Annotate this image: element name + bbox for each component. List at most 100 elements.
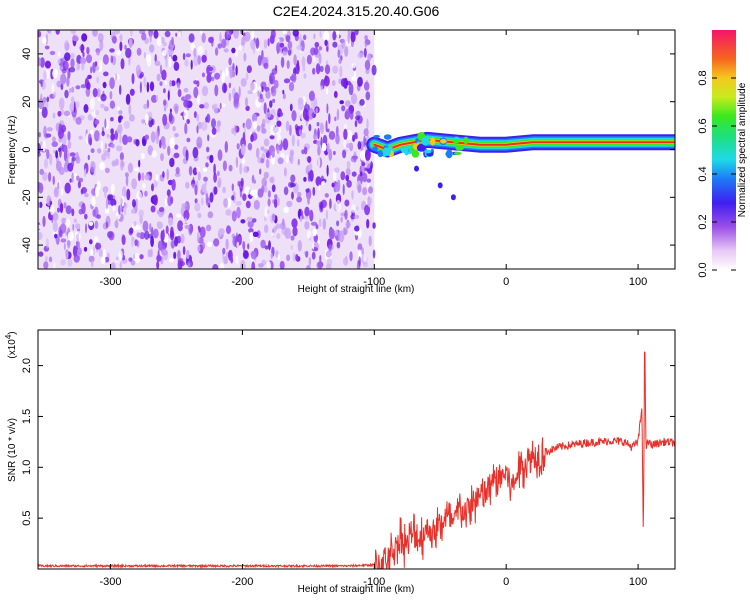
noise-speckle xyxy=(185,94,192,100)
noise-speckle xyxy=(114,130,119,141)
noise-speckle xyxy=(295,254,299,262)
noise-speckle xyxy=(197,55,201,65)
noise-speckle xyxy=(159,81,163,86)
noise-speckle xyxy=(72,223,75,231)
noise-speckle xyxy=(364,35,368,41)
noise-speckle xyxy=(104,207,110,214)
noise-speckle xyxy=(94,119,100,125)
noise-speckle xyxy=(351,204,356,213)
noise-speckle xyxy=(203,102,209,109)
noise-speckle xyxy=(233,92,240,105)
noise-speckle xyxy=(166,168,169,180)
noise-speckle xyxy=(121,206,124,213)
svg-text:(x104): (x104) xyxy=(4,331,18,358)
noise-speckle xyxy=(323,30,330,42)
noise-speckle xyxy=(136,190,142,201)
noise-speckle xyxy=(218,228,225,235)
noise-speckle xyxy=(164,197,167,208)
noise-speckle xyxy=(81,202,86,215)
noise-speckle xyxy=(264,224,269,233)
noise-speckle xyxy=(86,46,90,55)
noise-speckle xyxy=(228,57,232,66)
noise-speckle xyxy=(164,30,171,38)
noise-speckle xyxy=(105,167,110,174)
y-tick-label: -20 xyxy=(21,189,33,205)
noise-speckle xyxy=(285,35,291,43)
noise-speckle xyxy=(344,209,348,220)
noise-speckle xyxy=(106,133,110,139)
noise-speckle xyxy=(128,103,132,116)
noise-speckle xyxy=(104,256,110,263)
noise-speckle xyxy=(125,47,132,59)
noise-speckle xyxy=(306,264,311,269)
noise-speckle xyxy=(104,118,107,129)
spectrogram-y-ticks: -40 -20 0 20 40 xyxy=(21,48,675,253)
signal-blob xyxy=(383,134,392,140)
noise-speckle xyxy=(75,117,82,125)
noise-speckle xyxy=(291,218,298,229)
noise-speckle xyxy=(88,255,95,263)
signal-blob xyxy=(440,139,447,144)
noise-speckle xyxy=(125,174,129,187)
noise-speckle xyxy=(282,30,288,35)
noise-speckle xyxy=(267,38,270,47)
noise-speckle xyxy=(253,179,257,184)
noise-speckle xyxy=(312,242,315,250)
noise-speckle xyxy=(351,155,358,160)
y-tick-label: 20 xyxy=(21,96,33,108)
noise-speckle xyxy=(325,120,328,133)
noise-speckle xyxy=(163,99,167,106)
noise-speckle xyxy=(90,66,93,74)
noise-speckle xyxy=(277,157,284,165)
noise-speckle xyxy=(194,202,201,212)
noise-speckle xyxy=(250,134,254,143)
noise-speckle xyxy=(301,215,304,220)
noise-speckle xyxy=(71,157,75,168)
noise-speckle xyxy=(92,246,96,256)
noise-speckle xyxy=(110,143,115,149)
noise-speckle xyxy=(71,86,75,93)
noise-speckle xyxy=(129,114,135,122)
noise-speckle xyxy=(146,81,150,93)
noise-speckle xyxy=(84,168,87,177)
noise-speckle xyxy=(57,147,62,152)
noise-speckle xyxy=(71,208,75,217)
noise-speckle xyxy=(135,198,138,208)
noise-speckle xyxy=(87,133,92,145)
noise-speckle xyxy=(238,86,241,98)
noise-speckle xyxy=(245,118,252,130)
noise-speckle xyxy=(38,182,44,194)
noise-speckle xyxy=(199,30,203,36)
noise-speckle xyxy=(356,206,359,211)
noise-speckle xyxy=(38,57,42,67)
noise-speckle xyxy=(212,263,219,269)
noise-speckle xyxy=(168,56,172,68)
noise-speckle xyxy=(86,81,91,90)
noise-speckle xyxy=(175,32,178,37)
noise-speckle xyxy=(225,238,229,250)
noise-speckle xyxy=(366,178,371,183)
noise-speckle xyxy=(110,133,116,141)
noise-speckle xyxy=(263,138,270,147)
noise-speckle xyxy=(308,90,315,102)
noise-speckle xyxy=(226,30,232,39)
noise-speckle xyxy=(310,221,318,226)
snr-x-ticks: -300 -200 -100 0 100 xyxy=(100,330,647,588)
noise-speckle xyxy=(331,244,334,251)
noise-speckle xyxy=(314,41,320,48)
noise-speckle xyxy=(338,58,342,64)
noise-speckle xyxy=(346,180,352,188)
noise-speckle xyxy=(99,161,105,171)
noise-speckle xyxy=(170,226,174,238)
noise-speckle xyxy=(201,85,209,97)
noise-speckle xyxy=(280,152,286,159)
noise-speckle xyxy=(328,243,332,252)
noise-speckle xyxy=(156,221,163,230)
noise-speckle xyxy=(328,130,336,140)
noise-speckle xyxy=(245,200,251,209)
noise-speckle xyxy=(308,256,312,266)
noise-speckle xyxy=(73,101,76,113)
noise-speckle xyxy=(84,213,88,220)
noise-speckle xyxy=(194,198,198,204)
noise-speckle xyxy=(221,82,228,94)
